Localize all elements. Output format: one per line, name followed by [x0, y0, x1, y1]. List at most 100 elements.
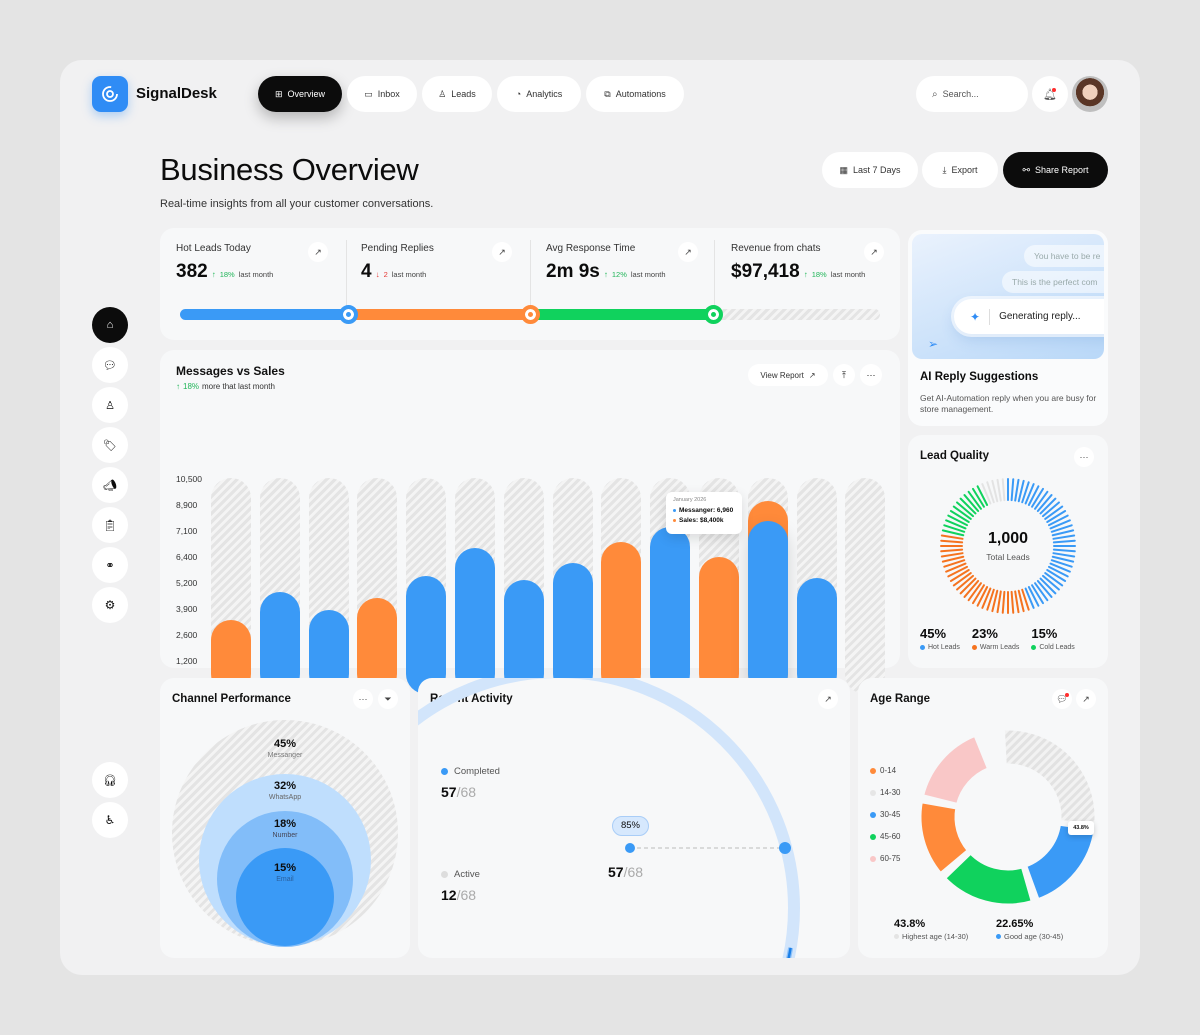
- avatar[interactable]: [1072, 76, 1108, 112]
- logo[interactable]: [92, 76, 128, 112]
- grid-icon: ⊞: [274, 88, 283, 99]
- progress-handle[interactable]: [521, 305, 540, 324]
- tooltip-line: Sales: $8,400k: [679, 517, 724, 524]
- total-leads-value: 1,000: [987, 530, 1029, 547]
- kpi-pending-open[interactable]: ↗: [492, 242, 512, 262]
- sparkle-icon: ✦: [970, 309, 981, 324]
- value: 12: [441, 887, 457, 903]
- kpi-value: 382: [176, 261, 208, 282]
- ring-name: Messanger: [267, 752, 303, 759]
- lead-quality-card: Lead Quality ··· 1,000 Total Leads 45% H…: [908, 435, 1108, 668]
- kpi-hot-leads: Hot Leads Today 382 ↑ 18% last month: [176, 243, 330, 283]
- plug-icon: ⚭: [105, 559, 115, 572]
- tab-overview[interactable]: ⊞ Overview: [258, 76, 342, 112]
- share-report-button[interactable]: ⚯ Share Report: [1003, 152, 1108, 188]
- kpi-hot-leads-open[interactable]: ↗: [308, 242, 328, 262]
- age-legend: 0-14 14-30 30-45 45-60 60-75: [870, 766, 900, 863]
- kpi-label: Pending Replies: [361, 243, 434, 254]
- activity-open-button[interactable]: ↗: [818, 689, 838, 709]
- tab-label: Analytics: [526, 89, 563, 99]
- sidebar-item-tasks[interactable]: 📋︎: [92, 507, 128, 543]
- sidebar-item-tags[interactable]: 🏷︎: [92, 427, 128, 463]
- bar-sales[interactable]: [601, 542, 642, 694]
- ring-email[interactable]: [236, 848, 334, 946]
- accessibility-button[interactable]: ♿︎: [92, 802, 128, 838]
- value: 57: [441, 784, 457, 800]
- kpi-response-open[interactable]: ↗: [678, 242, 698, 262]
- message-icon: 💬︎: [103, 359, 117, 372]
- page-title: Business Overview: [160, 152, 419, 187]
- y-tick: 1,200: [176, 656, 198, 666]
- sidebar-item-settings[interactable]: ⚙: [92, 587, 128, 623]
- bar-sales[interactable]: [699, 556, 739, 694]
- channel-more-button[interactable]: ···: [353, 689, 373, 709]
- chart-more-button[interactable]: ···: [860, 364, 882, 386]
- arrow-up-right-icon: ↗: [824, 693, 832, 704]
- tooltip-title: January 2026: [673, 497, 707, 503]
- arrow-up-icon: ↑: [176, 382, 180, 391]
- notification-button[interactable]: 🔔︎: [1032, 76, 1068, 112]
- ring-pct: 18%: [273, 818, 297, 830]
- sidebar-item-integrations[interactable]: ⚭: [92, 547, 128, 583]
- bar-messages[interactable]: [796, 578, 837, 694]
- ai-reply-card[interactable]: You have to be re This is the perfect co…: [908, 230, 1108, 426]
- legend-label: Completed: [454, 766, 500, 777]
- channel-filter-button[interactable]: ⏷: [378, 689, 398, 709]
- view-report-button[interactable]: View Report ↗: [748, 364, 828, 386]
- card-title: Channel Performance: [172, 693, 291, 705]
- share-label: Share Report: [1035, 165, 1089, 175]
- kpi-delta-suffix: last month: [238, 270, 274, 279]
- y-tick: 10,500: [176, 474, 202, 484]
- sidebar-item-campaigns[interactable]: 📣︎: [92, 467, 128, 503]
- kpi-label: Avg Response Time: [546, 243, 636, 254]
- ai-preview: You have to be re This is the perfect co…: [912, 234, 1104, 359]
- sidebar-item-users[interactable]: ♙: [92, 387, 128, 423]
- date-range-button[interactable]: ▦ Last 7 Days: [822, 152, 918, 188]
- tab-automations[interactable]: ⧉ Automations: [586, 76, 684, 112]
- progress-handle[interactable]: [704, 305, 723, 324]
- tab-leads[interactable]: ♙ Leads: [422, 76, 492, 112]
- chart-title: Messages vs Sales: [176, 364, 285, 378]
- y-tick: 2,600: [176, 630, 198, 640]
- y-tick: 7,100: [176, 526, 198, 536]
- sidebar-item-home[interactable]: ⌂: [92, 307, 128, 343]
- bar-messages[interactable]: [747, 521, 788, 694]
- kpi-revenue: Revenue from chats $97,418 ↑ 18% last mo…: [731, 243, 891, 283]
- stat-pct: 23%: [971, 626, 998, 641]
- notification-dot: [1052, 88, 1056, 92]
- age-chat-button[interactable]: 💬︎: [1052, 689, 1072, 709]
- bar-messages[interactable]: [455, 548, 495, 694]
- recent-activity-card: Recent Activity ↗ Completed 57/68 Active…: [418, 678, 850, 958]
- progress-handle[interactable]: [339, 305, 358, 324]
- kpi-delta: 18%: [811, 270, 827, 279]
- lead-quality-more-button[interactable]: ···: [1074, 447, 1094, 467]
- age-open-button[interactable]: ↗: [1076, 689, 1096, 709]
- tab-inbox[interactable]: ▭ Inbox: [347, 76, 417, 112]
- channel-performance-card: Channel Performance ··· ⏷ 45% Messanger …: [160, 678, 410, 958]
- ring-name: Number: [272, 832, 298, 839]
- kpi-delta-suffix: last month: [391, 270, 427, 279]
- tab-analytics[interactable]: ◔ Analytics: [497, 76, 581, 112]
- bar-messages[interactable]: [406, 576, 447, 694]
- bar-messages[interactable]: [503, 580, 544, 694]
- stat-label: Good age (30-45): [1004, 932, 1064, 941]
- support-button[interactable]: 🎧︎: [92, 762, 128, 798]
- bar-messages[interactable]: [552, 563, 593, 694]
- kpi-value: $97,418: [731, 261, 800, 282]
- chart-upload-button[interactable]: ⤒: [833, 364, 855, 386]
- more-icon: ···: [866, 370, 876, 380]
- age-callout: 43.8%: [1068, 821, 1094, 835]
- arrow-up-right-icon: ↗: [314, 246, 322, 257]
- kpi-revenue-open[interactable]: ↗: [864, 242, 884, 262]
- kpi-delta: 18%: [219, 270, 235, 279]
- y-tick: 6,400: [176, 552, 198, 562]
- search-input[interactable]: ⌕ Search...: [916, 76, 1028, 112]
- bar-messages[interactable]: [259, 592, 300, 694]
- sidebar-item-messages[interactable]: 💬︎: [92, 347, 128, 383]
- total: /68: [456, 887, 477, 903]
- arrow-up-right-icon: ↗: [498, 246, 506, 257]
- main-nav: ⊞ Overview ▭ Inbox ♙ Leads ◔ Analytics ⧉ Auto…: [258, 76, 684, 112]
- export-button[interactable]: ⤓ Export: [922, 152, 998, 188]
- send-icon: ➢: [928, 337, 939, 351]
- bar-messages[interactable]: [650, 527, 691, 694]
